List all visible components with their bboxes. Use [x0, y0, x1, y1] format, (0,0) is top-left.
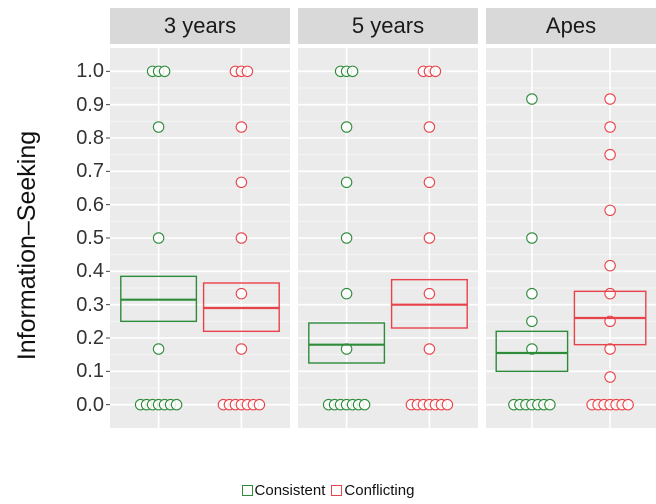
data-point-5-years-consistent — [340, 176, 353, 189]
legend-key-conflicting — [331, 485, 343, 496]
data-point-3-years-conflicting — [235, 121, 248, 133]
y-tick-label: 0.0 — [76, 393, 104, 416]
data-point-apes-consistent — [544, 398, 556, 411]
y-tick-label: 0.3 — [76, 293, 104, 316]
data-point-apes-conflicting — [604, 371, 616, 383]
data-point-apes-conflicting — [604, 148, 616, 161]
box-apes-consistent — [495, 330, 569, 373]
data-point-3-years-conflicting — [235, 343, 248, 355]
data-point-apes-conflicting — [604, 259, 616, 272]
legend-item-conflicting: Conflicting — [331, 482, 414, 499]
data-point-3-years-consistent — [152, 232, 165, 244]
data-point-5-years-conflicting — [423, 176, 436, 189]
legend-item-consistent: Consistent — [241, 482, 326, 499]
y-tick-label: 1.0 — [76, 60, 104, 83]
data-point-apes-conflicting — [604, 93, 616, 105]
y-tick-label: 0.7 — [76, 160, 104, 183]
data-point-3-years-conflicting — [235, 287, 248, 300]
data-point-apes-conflicting — [604, 121, 616, 133]
data-point-3-years-consistent — [158, 65, 171, 78]
facet-strip-3-years: 3 years — [110, 8, 290, 44]
box-5-years-consistent — [308, 322, 386, 364]
data-point-5-years-conflicting — [423, 121, 436, 133]
data-point-3-years-consistent — [170, 398, 183, 411]
data-point-apes-conflicting — [622, 398, 634, 411]
data-point-apes-conflicting — [604, 343, 616, 355]
y-tick-label: 0.5 — [76, 227, 104, 249]
data-point-3-years-consistent — [152, 121, 165, 133]
y-tick-label: 0.1 — [76, 360, 104, 383]
legend-key-consistent — [241, 485, 253, 496]
data-point-5-years-conflicting — [441, 398, 454, 411]
data-point-3-years-conflicting — [241, 65, 254, 78]
data-point-5-years-consistent — [346, 65, 359, 78]
data-point-apes-consistent — [526, 343, 538, 355]
facet-strip-5-years: 5 years — [298, 8, 478, 44]
legend-label-conflicting: Conflicting — [344, 482, 415, 499]
data-point-apes-consistent — [526, 287, 538, 300]
data-point-5-years-consistent — [340, 121, 353, 133]
data-point-5-years-consistent — [340, 287, 353, 300]
legend: Consistent Conflicting — [0, 482, 656, 499]
data-point-apes-consistent — [526, 232, 538, 244]
facet-strip-apes: Apes — [486, 8, 656, 44]
data-point-apes-consistent — [526, 93, 538, 105]
data-point-5-years-conflicting — [423, 232, 436, 244]
data-point-5-years-conflicting — [423, 287, 436, 300]
data-point-3-years-conflicting — [235, 176, 248, 189]
data-point-5-years-consistent — [358, 398, 371, 411]
data-point-5-years-consistent — [340, 232, 353, 244]
data-point-3-years-conflicting — [235, 232, 248, 244]
data-point-5-years-conflicting — [423, 343, 436, 355]
y-tick-label: 0.4 — [76, 260, 104, 283]
data-point-apes-consistent — [526, 315, 538, 328]
data-point-5-years-conflicting — [429, 65, 442, 78]
y-tick-label: 0.8 — [76, 127, 104, 149]
data-point-apes-conflicting — [604, 287, 616, 300]
y-tick-label: 0.2 — [76, 327, 104, 349]
y-tick-label: 0.9 — [76, 93, 104, 116]
data-point-3-years-conflicting — [253, 398, 266, 411]
legend-label-consistent: Consistent — [254, 482, 326, 499]
data-point-apes-conflicting — [604, 204, 616, 217]
data-point-3-years-consistent — [152, 343, 165, 355]
y-tick-label: 0.6 — [76, 193, 104, 216]
